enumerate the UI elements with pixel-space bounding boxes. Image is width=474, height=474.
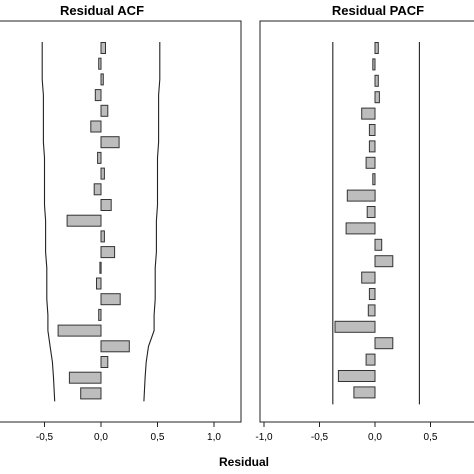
acf-tick-label-4: 0,5 (151, 432, 165, 443)
pacf-bar-7 (368, 140, 376, 153)
pacf-bar-6 (368, 124, 376, 136)
pacf-bar-13 (374, 238, 383, 251)
acf-plot-frame (0, 20, 242, 423)
acf-bar-21 (100, 356, 109, 368)
acf-bar-2 (98, 57, 102, 70)
acf-bar-19 (57, 324, 102, 337)
pacf-tick-label-3: 0,0 (368, 432, 382, 443)
x-axis-label: Residual (219, 455, 269, 469)
acf-bar-22 (68, 371, 102, 384)
pacf-tick-label-4: 0,5 (424, 432, 438, 443)
pacf-bar-5 (361, 107, 376, 120)
acf-bar-17 (100, 293, 121, 306)
acf-bar-20 (100, 340, 130, 353)
acf-bar-23 (80, 387, 102, 400)
acf-title: Residual ACF (60, 3, 144, 18)
pacf-bar-15 (361, 271, 376, 284)
acf-bar-7 (100, 136, 120, 149)
pacf-plot-frame (259, 20, 474, 423)
acf-bar-14 (100, 246, 116, 259)
acf-tick-label-3: 0,0 (94, 432, 108, 443)
pacf-bar-19 (374, 337, 394, 350)
pacf-bar-21 (337, 370, 376, 382)
pacf-bar-12 (345, 222, 376, 235)
acf-bar-1 (100, 42, 106, 54)
pacf-bar-4 (374, 91, 380, 104)
pacf-bar-20 (365, 353, 376, 366)
acf-tick-label-5: 1,0 (207, 432, 221, 443)
acf-bar-11 (100, 199, 112, 211)
pacf-bar-16 (368, 288, 376, 300)
acf-bar-3 (100, 73, 104, 86)
acf-bar-8 (97, 151, 102, 164)
x-axis-ticks: -0,5 0,0 0,5 1,0 -1,0 -0,5 0,0 0,5 (36, 422, 438, 443)
pacf-bar-1 (374, 42, 379, 54)
pacf-bar-9 (372, 173, 376, 186)
acf-bar-9 (100, 167, 105, 180)
acf-bar-6 (90, 120, 102, 133)
acf-bar-5 (100, 104, 109, 117)
pacf-bar-3 (374, 74, 379, 87)
pacf-bar-2 (372, 58, 376, 71)
pacf-bar-22 (353, 386, 376, 399)
pacf-bar-18 (334, 320, 376, 333)
pacf-bar-14 (374, 255, 394, 268)
acf-bar-10 (93, 183, 102, 196)
acf-bar-18 (98, 308, 102, 321)
acf-tick-label-2: -0,5 (36, 432, 54, 443)
pacf-title: Residual PACF (332, 3, 424, 18)
pacf-bar-8 (365, 156, 376, 169)
pacf-bar-10 (346, 189, 376, 202)
acf-bar-4 (94, 89, 102, 102)
pacf-plot (332, 42, 420, 405)
pacf-bar-17 (367, 304, 376, 317)
acf-plot (41, 42, 161, 402)
pacf-tick-label-2: -0,5 (311, 432, 329, 443)
acf-confidence-upper (143, 42, 161, 402)
acf-bar-13 (100, 230, 105, 243)
acf-bar-12 (66, 214, 102, 227)
acf-bar-16 (96, 277, 102, 290)
acf-confidence-lower (41, 42, 56, 402)
pacf-bar-11 (366, 206, 376, 218)
acf-bar-15 (99, 261, 102, 274)
pacf-tick-label-1: -1,0 (255, 432, 273, 443)
